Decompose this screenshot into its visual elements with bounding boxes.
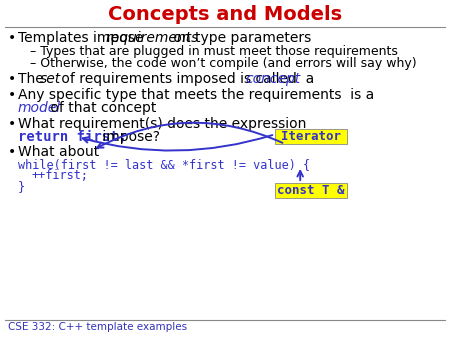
Text: The: The [18, 72, 48, 86]
Text: Any specific type that meets the requirements  is a: Any specific type that meets the require… [18, 88, 374, 102]
Text: Concepts and Models: Concepts and Models [108, 5, 342, 24]
Text: set: set [40, 72, 61, 86]
Text: const T &: const T & [277, 184, 345, 197]
Text: – Otherwise, the code won’t compile (and errors will say why): – Otherwise, the code won’t compile (and… [30, 57, 417, 70]
FancyBboxPatch shape [275, 129, 347, 144]
Text: What requirement(s) does the expression: What requirement(s) does the expression [18, 117, 306, 131]
Text: •: • [8, 31, 16, 45]
Text: model: model [18, 101, 61, 115]
Text: on type parameters: on type parameters [169, 31, 311, 45]
Text: •: • [8, 117, 16, 131]
Text: CSE 332: C++ template examples: CSE 332: C++ template examples [8, 322, 187, 332]
Text: Templates impose: Templates impose [18, 31, 148, 45]
Text: }: } [18, 180, 25, 193]
Text: ++first;: ++first; [32, 169, 89, 182]
Text: return first;: return first; [18, 130, 127, 144]
FancyBboxPatch shape [275, 183, 347, 198]
Text: What about: What about [18, 145, 99, 159]
Text: •: • [8, 72, 16, 86]
Text: of that concept: of that concept [46, 101, 157, 115]
Text: •: • [8, 88, 16, 102]
Text: concept: concept [245, 72, 300, 86]
Text: while(first != last && *first != value) {: while(first != last && *first != value) … [18, 158, 310, 171]
Text: of requirements imposed is called  a: of requirements imposed is called a [57, 72, 319, 86]
Text: •: • [8, 145, 16, 159]
Text: impose?: impose? [98, 130, 160, 144]
Text: requirements: requirements [106, 31, 199, 45]
Text: – Types that are plugged in must meet those requirements: – Types that are plugged in must meet th… [30, 45, 398, 58]
Text: Iterator: Iterator [281, 130, 341, 143]
